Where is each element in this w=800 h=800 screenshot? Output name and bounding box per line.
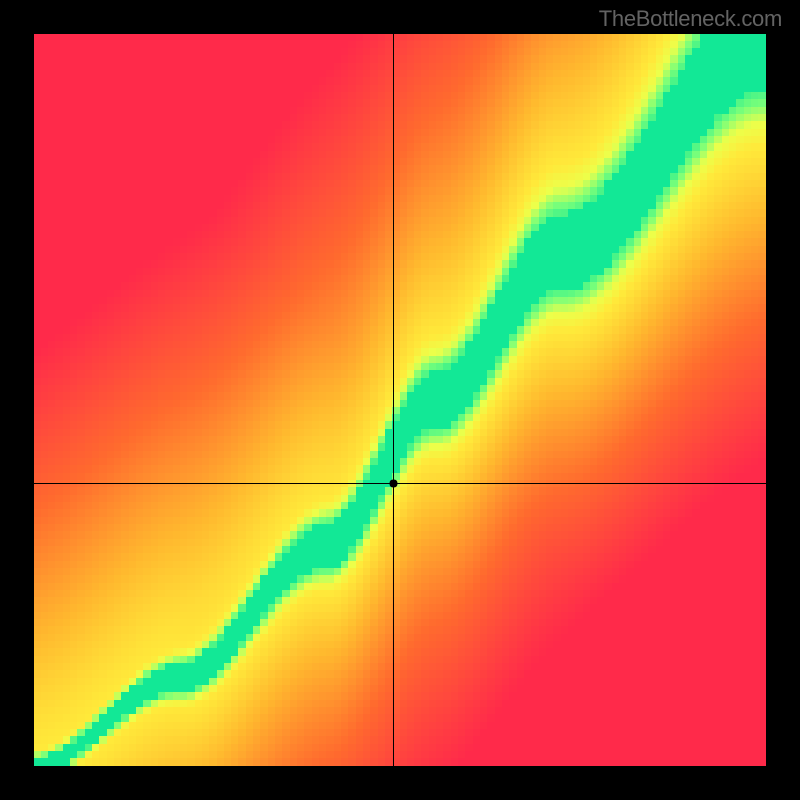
heatmap-chart xyxy=(34,34,766,766)
watermark-text: TheBottleneck.com xyxy=(599,6,782,32)
heatmap-canvas xyxy=(34,34,766,766)
